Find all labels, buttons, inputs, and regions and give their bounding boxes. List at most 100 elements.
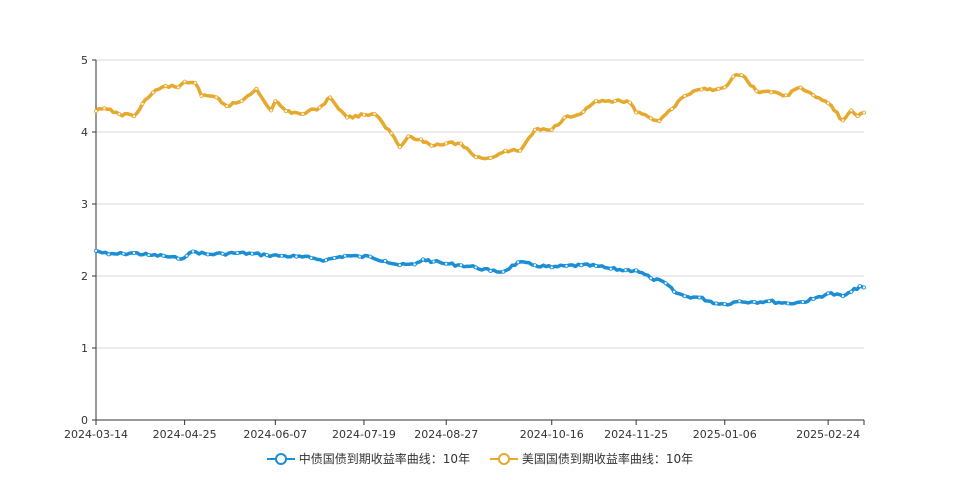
series-1-point-42 <box>634 110 639 115</box>
series-1-point-18 <box>300 112 305 117</box>
series-0-point-39 <box>623 268 628 273</box>
series-0-point-50 <box>767 299 772 304</box>
series-0-point-24 <box>412 262 417 267</box>
series-0-point-13 <box>264 253 269 258</box>
y-tick-label-0: 0 <box>81 414 88 427</box>
series-0-point-0 <box>94 248 99 253</box>
x-tick-label-0: 2024-03-14 <box>64 428 128 440</box>
legend-label-us-10y: 美国国债到期收益率曲线：10年 <box>521 452 694 466</box>
series-0-point-1 <box>106 252 111 257</box>
series-0-point-51 <box>786 301 791 306</box>
y-tick-label-3: 3 <box>81 198 88 211</box>
series-1-point-27 <box>418 137 423 142</box>
series-1-point-48 <box>716 86 721 91</box>
series-1-point-30 <box>458 141 463 146</box>
series-0-point-21 <box>368 254 373 259</box>
x-tick-label-8: 2025-02-24 <box>796 428 860 440</box>
series-0-point-45 <box>697 295 702 300</box>
series-1-point-12 <box>224 104 229 109</box>
series-0-point-12 <box>250 251 255 256</box>
series-1-point-3 <box>131 114 136 119</box>
series-1-point-8 <box>182 79 187 84</box>
series-1-point-41 <box>627 100 632 105</box>
grid-lines <box>96 59 864 349</box>
series-0-point-3 <box>131 250 136 255</box>
series-1-point-24 <box>389 131 394 136</box>
series-0-point-30 <box>488 268 493 273</box>
series-1-point-21 <box>345 115 350 120</box>
series-1-point-31 <box>473 155 478 160</box>
series-0-point-11 <box>235 250 240 255</box>
series-0-point-22 <box>383 258 388 263</box>
series-0-point-28 <box>458 263 463 268</box>
legend: 中债国债到期收益率曲线：10年 美国国债到期收益率曲线：10年 <box>0 450 960 469</box>
series-1-point-37 <box>562 115 567 120</box>
series-0-point-33 <box>532 263 537 268</box>
series-0-point-46 <box>714 301 719 306</box>
series-1-point-14 <box>254 86 259 91</box>
series-0-point-58 <box>862 285 867 290</box>
series-line-1 <box>94 72 866 161</box>
axes: 0 1 2 3 4 5 2024-03-14 2024-04-25 2024-06-07 2024… <box>64 54 865 441</box>
series-0-point-8 <box>191 249 196 254</box>
series-1-point-32 <box>488 155 493 160</box>
series-0-point-32 <box>516 260 521 265</box>
x-tick-label-6: 2024-11-25 <box>604 428 668 440</box>
series-1-point-55 <box>798 85 803 90</box>
series-0-point-40 <box>634 268 639 273</box>
series-0-point-42 <box>663 281 668 286</box>
x-tick-label-1: 2024-04-25 <box>153 428 217 440</box>
x-tick-label-5: 2024-10-16 <box>520 428 584 440</box>
series-1-point-44 <box>657 119 662 124</box>
series-1-point-40 <box>613 99 618 104</box>
series-1-point-52 <box>754 89 759 94</box>
series-0-point-41 <box>648 276 653 281</box>
series-0-point-16 <box>309 255 314 260</box>
series-0-point-35 <box>564 263 569 268</box>
x-tick-label-7: 2025-01-06 <box>693 428 757 440</box>
series-1-point-6 <box>163 83 168 88</box>
series-0-point-6 <box>176 256 181 261</box>
series-0-point-31 <box>501 269 506 274</box>
series-0-point-34 <box>549 265 554 270</box>
series-0-point-17 <box>323 258 328 263</box>
series-1-point-59 <box>849 108 854 113</box>
series-1-point-35 <box>532 127 537 132</box>
series-1-point-5 <box>150 90 155 95</box>
series-1-point-43 <box>648 116 653 121</box>
series-1-point-10 <box>199 94 204 99</box>
series-1-point-7 <box>176 85 181 90</box>
series-1-point-58 <box>840 118 845 123</box>
series-0-point-26 <box>431 259 436 264</box>
legend-item-cn-10y[interactable]: 中债国债到期收益率曲线：10年 <box>266 450 470 467</box>
series-0-point-44 <box>682 294 687 299</box>
series-0-point-36 <box>579 263 584 268</box>
series-1-point-1 <box>102 106 107 111</box>
series-0-point-48 <box>737 299 742 304</box>
series-0-point-4 <box>146 253 151 258</box>
series-1-point-50 <box>731 74 736 79</box>
series-0-point-9 <box>205 252 210 257</box>
series-0-point-49 <box>752 299 757 304</box>
y-tick-label-4: 4 <box>81 126 88 139</box>
series-0-point-5 <box>161 253 166 258</box>
series-1-point-2 <box>117 112 122 117</box>
series-0-point-38 <box>608 266 613 271</box>
legend-swatch-us-icon <box>489 452 518 466</box>
series-1-point-11 <box>214 95 219 100</box>
series-0-point-27 <box>444 261 449 266</box>
legend-item-us-10y[interactable]: 美国国债到期收益率曲线：10年 <box>489 450 694 467</box>
series-1-point-38 <box>581 109 586 114</box>
series-0-point-2 <box>121 251 126 256</box>
series-1-point-36 <box>549 127 554 132</box>
series-1-point-28 <box>429 143 434 148</box>
series-0-point-55 <box>840 294 845 299</box>
series-0-point-14 <box>279 253 284 258</box>
series-1-point-57 <box>826 101 831 106</box>
series-1-point-9 <box>193 81 198 86</box>
line-chart: 0 1 2 3 4 5 2024-03-14 2024-04-25 2024-06-07 2024… <box>64 54 867 441</box>
series-1-point-60 <box>855 114 860 119</box>
series-1-point-16 <box>273 99 278 104</box>
series-0-point-18 <box>332 255 337 260</box>
series-1-point-4 <box>140 101 145 106</box>
